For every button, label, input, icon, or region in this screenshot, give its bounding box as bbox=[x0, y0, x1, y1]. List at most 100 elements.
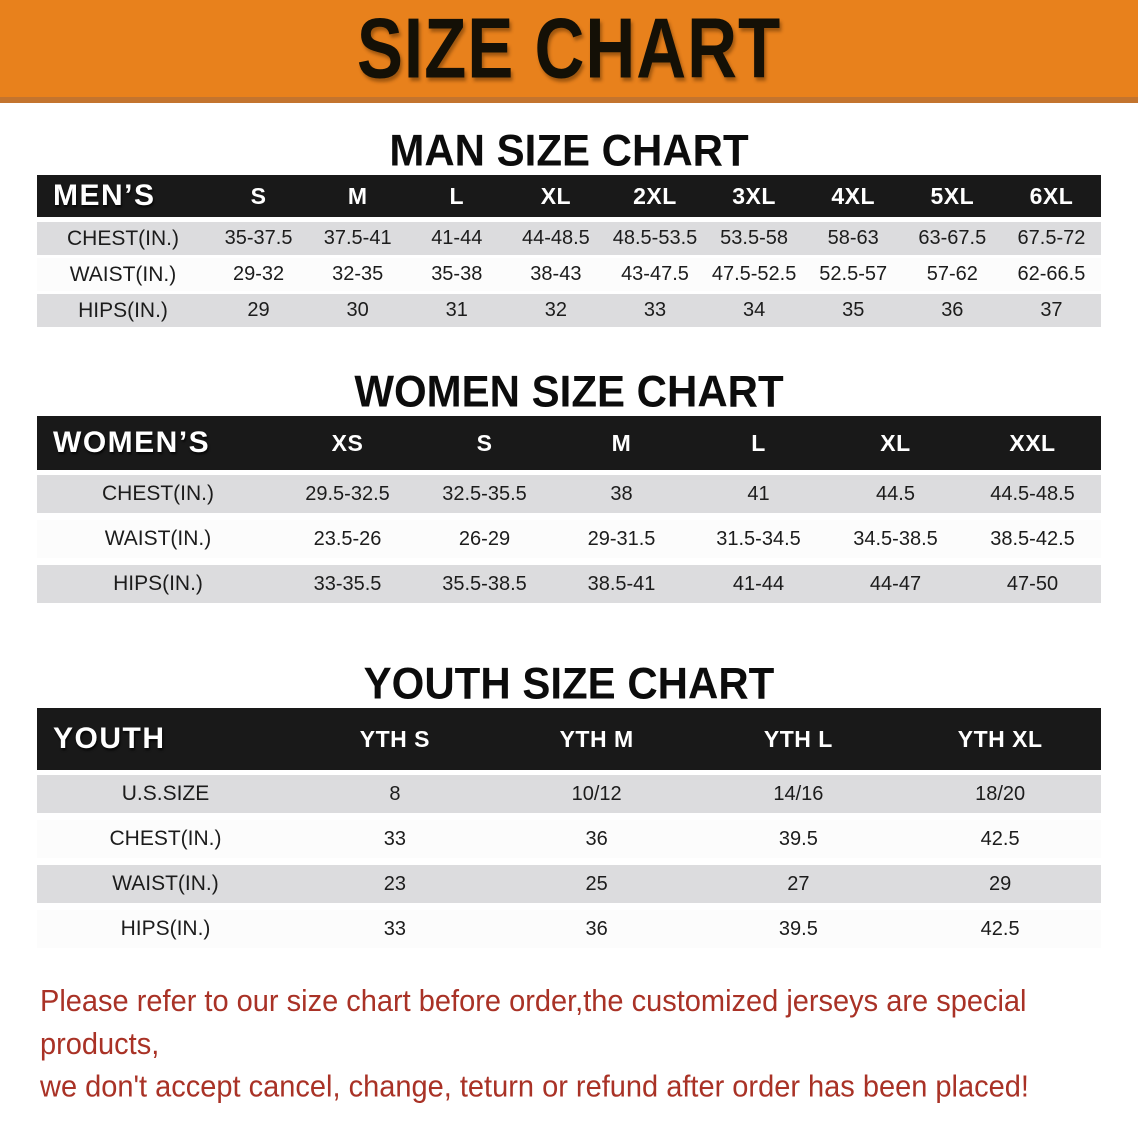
table-cell: 25 bbox=[495, 861, 698, 910]
table-cell: 33 bbox=[294, 816, 496, 865]
table-cell: 14/16 bbox=[697, 772, 900, 820]
table-row: HIPS(IN.) 29 30 31 32 33 34 35 36 37 bbox=[37, 292, 1101, 330]
disclaimer-line-1: Please refer to our size chart before or… bbox=[40, 985, 1027, 1062]
column-header: XL bbox=[506, 175, 606, 222]
men-size-table: MEN’S S M L XL 2XL 3XL 4XL 5XL 6XL CHEST(IN.) 35-37… bbox=[37, 175, 1101, 330]
table-cell: 44-47 bbox=[827, 561, 964, 610]
table-cell: 38.5-41 bbox=[553, 561, 690, 610]
banner: SIZE CHART bbox=[0, 0, 1138, 103]
man-section-heading: MAN SIZE CHART bbox=[389, 125, 749, 176]
table-row: WAIST(IN.) 23 25 27 29 bbox=[37, 861, 1101, 910]
table-cell: 33 bbox=[294, 906, 496, 955]
row-label: CHEST(IN.) bbox=[37, 472, 279, 520]
column-header: S bbox=[209, 175, 309, 222]
column-header: 5XL bbox=[902, 175, 1002, 222]
table-cell: 41-44 bbox=[690, 561, 827, 610]
column-header: M bbox=[308, 175, 408, 222]
table-cell: 32.5-35.5 bbox=[416, 472, 553, 520]
table-cell: 44-48.5 bbox=[506, 219, 606, 258]
row-label: CHEST(IN.) bbox=[37, 816, 294, 865]
table-cell: 42.5 bbox=[899, 906, 1101, 955]
table-cell: 32-35 bbox=[308, 256, 408, 294]
table-cell: 30 bbox=[308, 292, 408, 330]
table-cell: 8 bbox=[294, 772, 496, 820]
row-label: HIPS(IN.) bbox=[37, 292, 209, 330]
table-cell: 36 bbox=[495, 906, 698, 955]
column-header: YTH M bbox=[495, 708, 698, 775]
table-cell: 47-50 bbox=[964, 561, 1101, 610]
column-header: XS bbox=[279, 416, 416, 475]
table-header-label: WOMEN’S bbox=[37, 416, 279, 475]
table-cell: 36 bbox=[902, 292, 1002, 330]
table-row: WAIST(IN.) 29-32 32-35 35-38 38-43 43-47.5 47.… bbox=[37, 256, 1101, 294]
column-header: S bbox=[416, 416, 553, 475]
table-cell: 34.5-38.5 bbox=[827, 516, 964, 565]
column-header: L bbox=[407, 175, 507, 222]
disclaimer-line-2: we don't accept cancel, change, teturn o… bbox=[40, 1070, 1029, 1104]
table-row: U.S.SIZE 8 10/12 14/16 18/20 bbox=[37, 772, 1101, 820]
row-label: CHEST(IN.) bbox=[37, 219, 209, 258]
table-cell: 38.5-42.5 bbox=[964, 516, 1101, 565]
row-label: WAIST(IN.) bbox=[37, 861, 294, 910]
table-header-row: WOMEN’S XS S M L XL XXL bbox=[37, 416, 1101, 475]
table-row: HIPS(IN.) 33-35.5 35.5-38.5 38.5-41 41-44 44-… bbox=[37, 561, 1101, 610]
column-header: XXL bbox=[964, 416, 1101, 475]
table-cell: 33-35.5 bbox=[279, 561, 416, 610]
table-cell: 53.5-58 bbox=[704, 219, 804, 258]
table-cell: 10/12 bbox=[495, 772, 698, 820]
table-cell: 35-38 bbox=[407, 256, 507, 294]
women-section-heading: WOMEN SIZE CHART bbox=[354, 366, 784, 417]
table-cell: 43-47.5 bbox=[605, 256, 705, 294]
table-cell: 36 bbox=[495, 816, 698, 865]
table-cell: 29 bbox=[209, 292, 309, 330]
table-cell: 67.5-72 bbox=[1001, 219, 1101, 258]
table-cell: 35 bbox=[803, 292, 903, 330]
table-cell: 44.5 bbox=[827, 472, 964, 520]
table-cell: 29-31.5 bbox=[553, 516, 690, 565]
table-cell: 23.5-26 bbox=[279, 516, 416, 565]
table-cell: 44.5-48.5 bbox=[964, 472, 1101, 520]
banner-title: SIZE CHART bbox=[356, 1, 782, 96]
row-label: WAIST(IN.) bbox=[37, 256, 209, 294]
table-cell: 35.5-38.5 bbox=[416, 561, 553, 610]
table-cell: 39.5 bbox=[697, 816, 900, 865]
column-header: YTH L bbox=[697, 708, 900, 775]
column-header: XL bbox=[827, 416, 964, 475]
table-cell: 38-43 bbox=[506, 256, 606, 294]
column-header: YTH XL bbox=[899, 708, 1101, 775]
table-header-row: YOUTH YTH S YTH M YTH L YTH XL bbox=[37, 708, 1101, 775]
youth-size-table: YOUTH YTH S YTH M YTH L YTH XL U.S.SIZE 8 10/12… bbox=[37, 708, 1101, 955]
table-cell: 62-66.5 bbox=[1001, 256, 1101, 294]
column-header: L bbox=[690, 416, 827, 475]
row-label: HIPS(IN.) bbox=[37, 906, 294, 955]
table-cell: 26-29 bbox=[416, 516, 553, 565]
table-header-row: MEN’S S M L XL 2XL 3XL 4XL 5XL 6XL bbox=[37, 175, 1101, 222]
disclaimer: Please refer to our size chart before or… bbox=[40, 981, 1118, 1109]
women-size-table: WOMEN’S XS S M L XL XXL CHEST(IN.) 29.5-32.5 32.5… bbox=[37, 416, 1101, 610]
column-header: 2XL bbox=[605, 175, 705, 222]
row-label: U.S.SIZE bbox=[37, 772, 294, 820]
table-cell: 18/20 bbox=[899, 772, 1101, 820]
table-row: HIPS(IN.) 33 36 39.5 42.5 bbox=[37, 906, 1101, 955]
youth-section-heading: YOUTH SIZE CHART bbox=[363, 658, 775, 709]
table-cell: 31 bbox=[407, 292, 507, 330]
table-cell: 41 bbox=[690, 472, 827, 520]
table-cell: 47.5-52.5 bbox=[704, 256, 804, 294]
table-header-label: YOUTH bbox=[37, 708, 294, 775]
table-cell: 32 bbox=[506, 292, 606, 330]
column-header: YTH S bbox=[294, 708, 496, 775]
table-cell: 63-67.5 bbox=[902, 219, 1002, 258]
column-header: 6XL bbox=[1001, 175, 1101, 222]
table-cell: 58-63 bbox=[803, 219, 903, 258]
table-cell: 37.5-41 bbox=[308, 219, 408, 258]
table-cell: 37 bbox=[1001, 292, 1101, 330]
row-label: HIPS(IN.) bbox=[37, 561, 279, 610]
column-header: M bbox=[553, 416, 690, 475]
table-cell: 33 bbox=[605, 292, 705, 330]
table-cell: 35-37.5 bbox=[209, 219, 309, 258]
table-cell: 39.5 bbox=[697, 906, 900, 955]
table-cell: 52.5-57 bbox=[803, 256, 903, 294]
table-cell: 48.5-53.5 bbox=[605, 219, 705, 258]
table-row: WAIST(IN.) 23.5-26 26-29 29-31.5 31.5-34.5 34… bbox=[37, 516, 1101, 565]
